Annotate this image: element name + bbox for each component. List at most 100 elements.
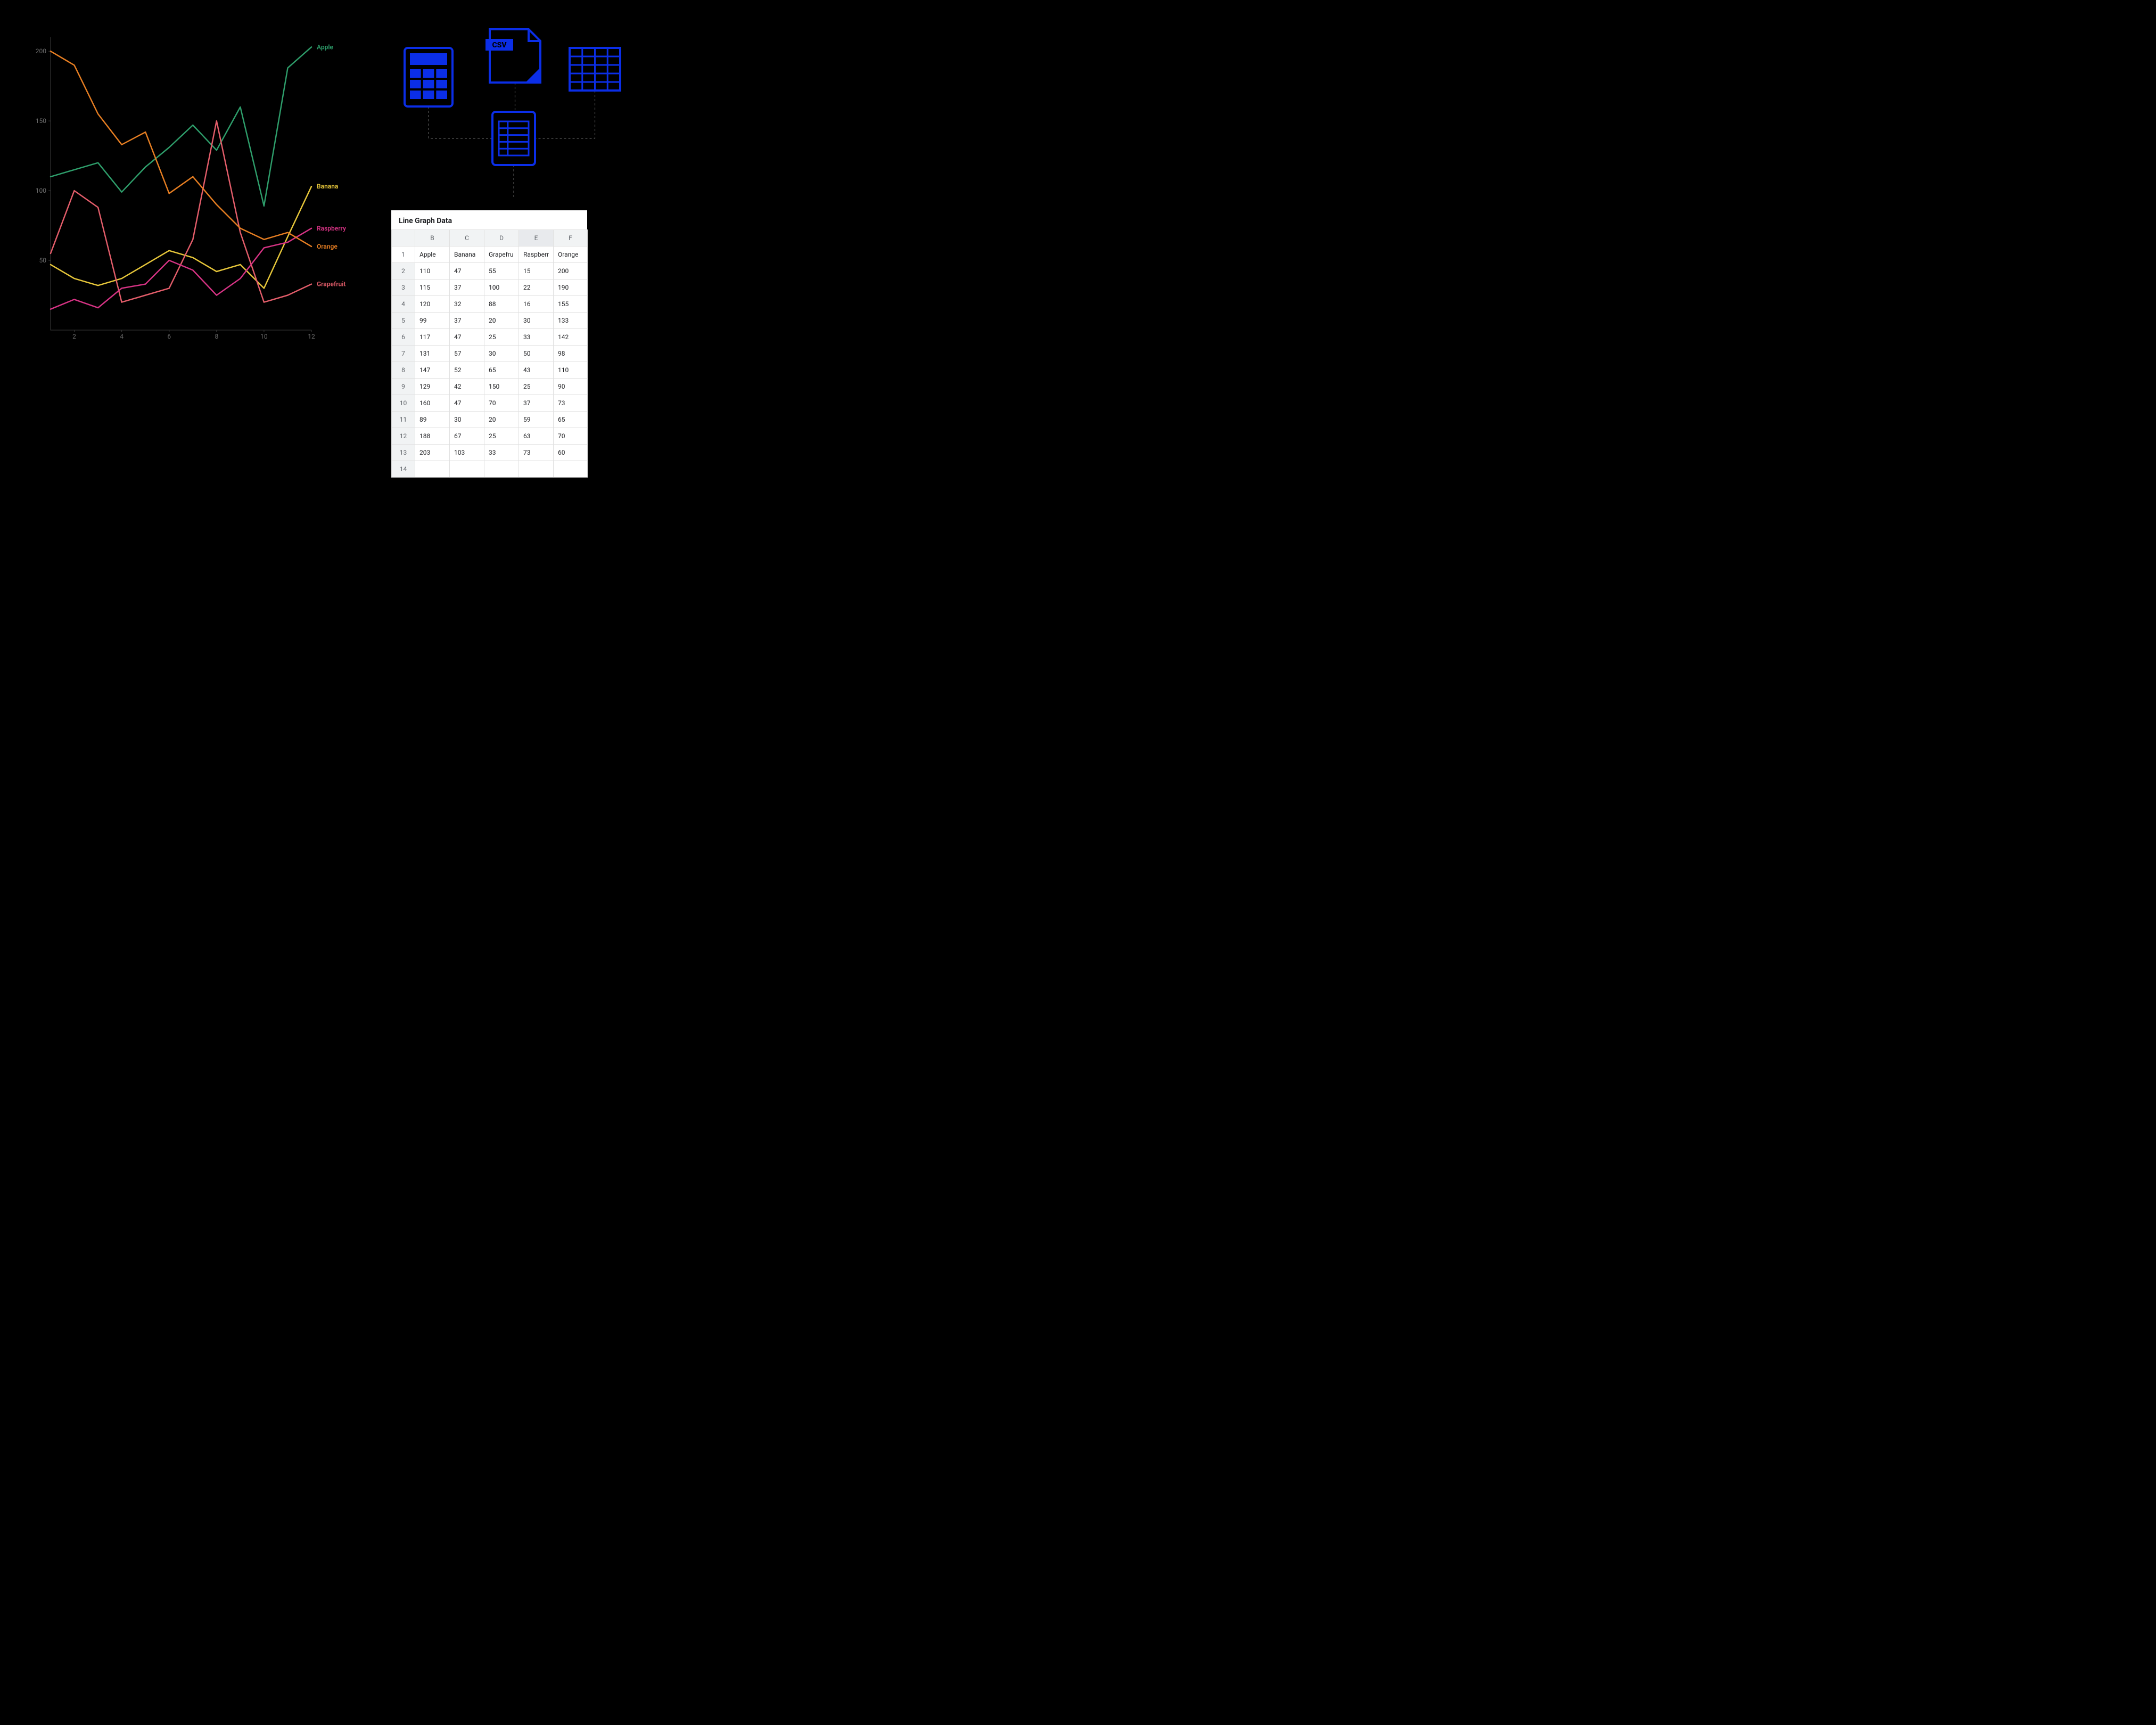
table-column-header-cell[interactable]: C	[450, 230, 484, 247]
table-cell[interactable]: 155	[554, 296, 588, 313]
table-cell[interactable]	[554, 461, 588, 478]
table-cell[interactable]: 73	[554, 395, 588, 412]
table-cell[interactable]: 37	[450, 280, 484, 296]
table-row-number[interactable]: 2	[392, 263, 415, 280]
table-column-header-cell[interactable]: D	[484, 230, 519, 247]
table-cell[interactable]: 160	[415, 395, 450, 412]
table-row-number[interactable]: 9	[392, 379, 415, 395]
table-cell[interactable]: 42	[450, 379, 484, 395]
table-cell[interactable]: 99	[415, 313, 450, 329]
data-table-card: Line Graph Data BCDEF1AppleBananaGrapefr…	[391, 210, 587, 478]
table-cell[interactable]: Banana	[450, 247, 484, 263]
table-cell[interactable]: 142	[554, 329, 588, 346]
table-cell[interactable]	[450, 461, 484, 478]
table-row-number[interactable]: 11	[392, 412, 415, 428]
table-cell[interactable]: 103	[450, 445, 484, 461]
table-cell[interactable]: 30	[519, 313, 554, 329]
table-cell[interactable]: 70	[554, 428, 588, 445]
table-row-number[interactable]: 10	[392, 395, 415, 412]
table-cell[interactable]: Grapefru	[484, 247, 519, 263]
table-cell[interactable]: 59	[519, 412, 554, 428]
table-cell[interactable]: Apple	[415, 247, 450, 263]
x-tick-label: 2	[72, 333, 76, 340]
table-row-number[interactable]: 5	[392, 313, 415, 329]
table-cell[interactable]: 70	[484, 395, 519, 412]
table-cell[interactable]: 129	[415, 379, 450, 395]
table-cell[interactable]: 88	[484, 296, 519, 313]
table-cell[interactable]: 43	[519, 362, 554, 379]
table-cell[interactable]: 89	[415, 412, 450, 428]
table-cell[interactable]: 30	[450, 412, 484, 428]
table-cell[interactable]: 47	[450, 263, 484, 280]
table-cell[interactable]: 120	[415, 296, 450, 313]
x-tick-label: 12	[308, 333, 315, 340]
table-cell[interactable]: 25	[484, 329, 519, 346]
table-cell[interactable]: 37	[519, 395, 554, 412]
table-column-header-cell[interactable]: B	[415, 230, 450, 247]
table-cell[interactable]: 16	[519, 296, 554, 313]
series-line-orange	[51, 51, 311, 247]
table-cell[interactable]	[415, 461, 450, 478]
y-tick-label: 150	[36, 117, 46, 125]
table-cell[interactable]: 188	[415, 428, 450, 445]
table-cell[interactable]: 65	[484, 362, 519, 379]
table-cell[interactable]: 55	[484, 263, 519, 280]
table-column-header-cell[interactable]: E	[519, 230, 554, 247]
table-column-header-cell[interactable]	[392, 230, 415, 247]
table-cell[interactable]: 47	[450, 395, 484, 412]
table-row-number[interactable]: 3	[392, 280, 415, 296]
table-cell[interactable]: Raspberr	[519, 247, 554, 263]
table-cell[interactable]: Orange	[554, 247, 588, 263]
table-cell[interactable]: 25	[519, 379, 554, 395]
table-cell[interactable]: 20	[484, 313, 519, 329]
table-row-number[interactable]: 1	[392, 247, 415, 263]
table-cell[interactable]: 15	[519, 263, 554, 280]
table-cell[interactable]: 131	[415, 346, 450, 362]
table-cell[interactable]: 47	[450, 329, 484, 346]
table-cell[interactable]: 117	[415, 329, 450, 346]
table-cell[interactable]: 32	[450, 296, 484, 313]
series-label-apple: Apple	[317, 43, 333, 51]
table-cell[interactable]: 33	[519, 329, 554, 346]
table-cell[interactable]	[519, 461, 554, 478]
table-cell[interactable]: 50	[519, 346, 554, 362]
table-cell[interactable]: 190	[554, 280, 588, 296]
table-cell[interactable]: 52	[450, 362, 484, 379]
table-cell[interactable]: 20	[484, 412, 519, 428]
table-cell[interactable]: 33	[484, 445, 519, 461]
chart-axes	[51, 37, 311, 330]
table-cell[interactable]: 110	[554, 362, 588, 379]
table-column-header-cell[interactable]: F	[554, 230, 588, 247]
table-cell[interactable]: 37	[450, 313, 484, 329]
table-row-number[interactable]: 4	[392, 296, 415, 313]
table-cell[interactable]: 63	[519, 428, 554, 445]
table-row-number[interactable]: 12	[392, 428, 415, 445]
table-cell[interactable]: 203	[415, 445, 450, 461]
table-cell[interactable]	[484, 461, 519, 478]
table-cell[interactable]: 200	[554, 263, 588, 280]
table-cell[interactable]: 30	[484, 346, 519, 362]
table-row-number[interactable]: 14	[392, 461, 415, 478]
table-cell[interactable]: 147	[415, 362, 450, 379]
table-cell[interactable]: 150	[484, 379, 519, 395]
table-cell[interactable]: 25	[484, 428, 519, 445]
table-row-number[interactable]: 6	[392, 329, 415, 346]
series-line-apple	[51, 47, 311, 206]
table-cell[interactable]: 60	[554, 445, 588, 461]
table-row-number[interactable]: 8	[392, 362, 415, 379]
table-cell[interactable]: 115	[415, 280, 450, 296]
table-cell[interactable]: 57	[450, 346, 484, 362]
table-cell[interactable]: 110	[415, 263, 450, 280]
table-cell[interactable]: 100	[484, 280, 519, 296]
table-row-number[interactable]: 13	[392, 445, 415, 461]
table-cell[interactable]: 98	[554, 346, 588, 362]
table-cell[interactable]: 67	[450, 428, 484, 445]
table-cell[interactable]: 133	[554, 313, 588, 329]
table-cell[interactable]: 73	[519, 445, 554, 461]
csv-file-icon: CSV	[485, 29, 540, 83]
table-cell[interactable]: 65	[554, 412, 588, 428]
table-cell[interactable]: 90	[554, 379, 588, 395]
table-cell[interactable]: 22	[519, 280, 554, 296]
table-row-number[interactable]: 7	[392, 346, 415, 362]
x-tick-label: 6	[167, 333, 171, 340]
